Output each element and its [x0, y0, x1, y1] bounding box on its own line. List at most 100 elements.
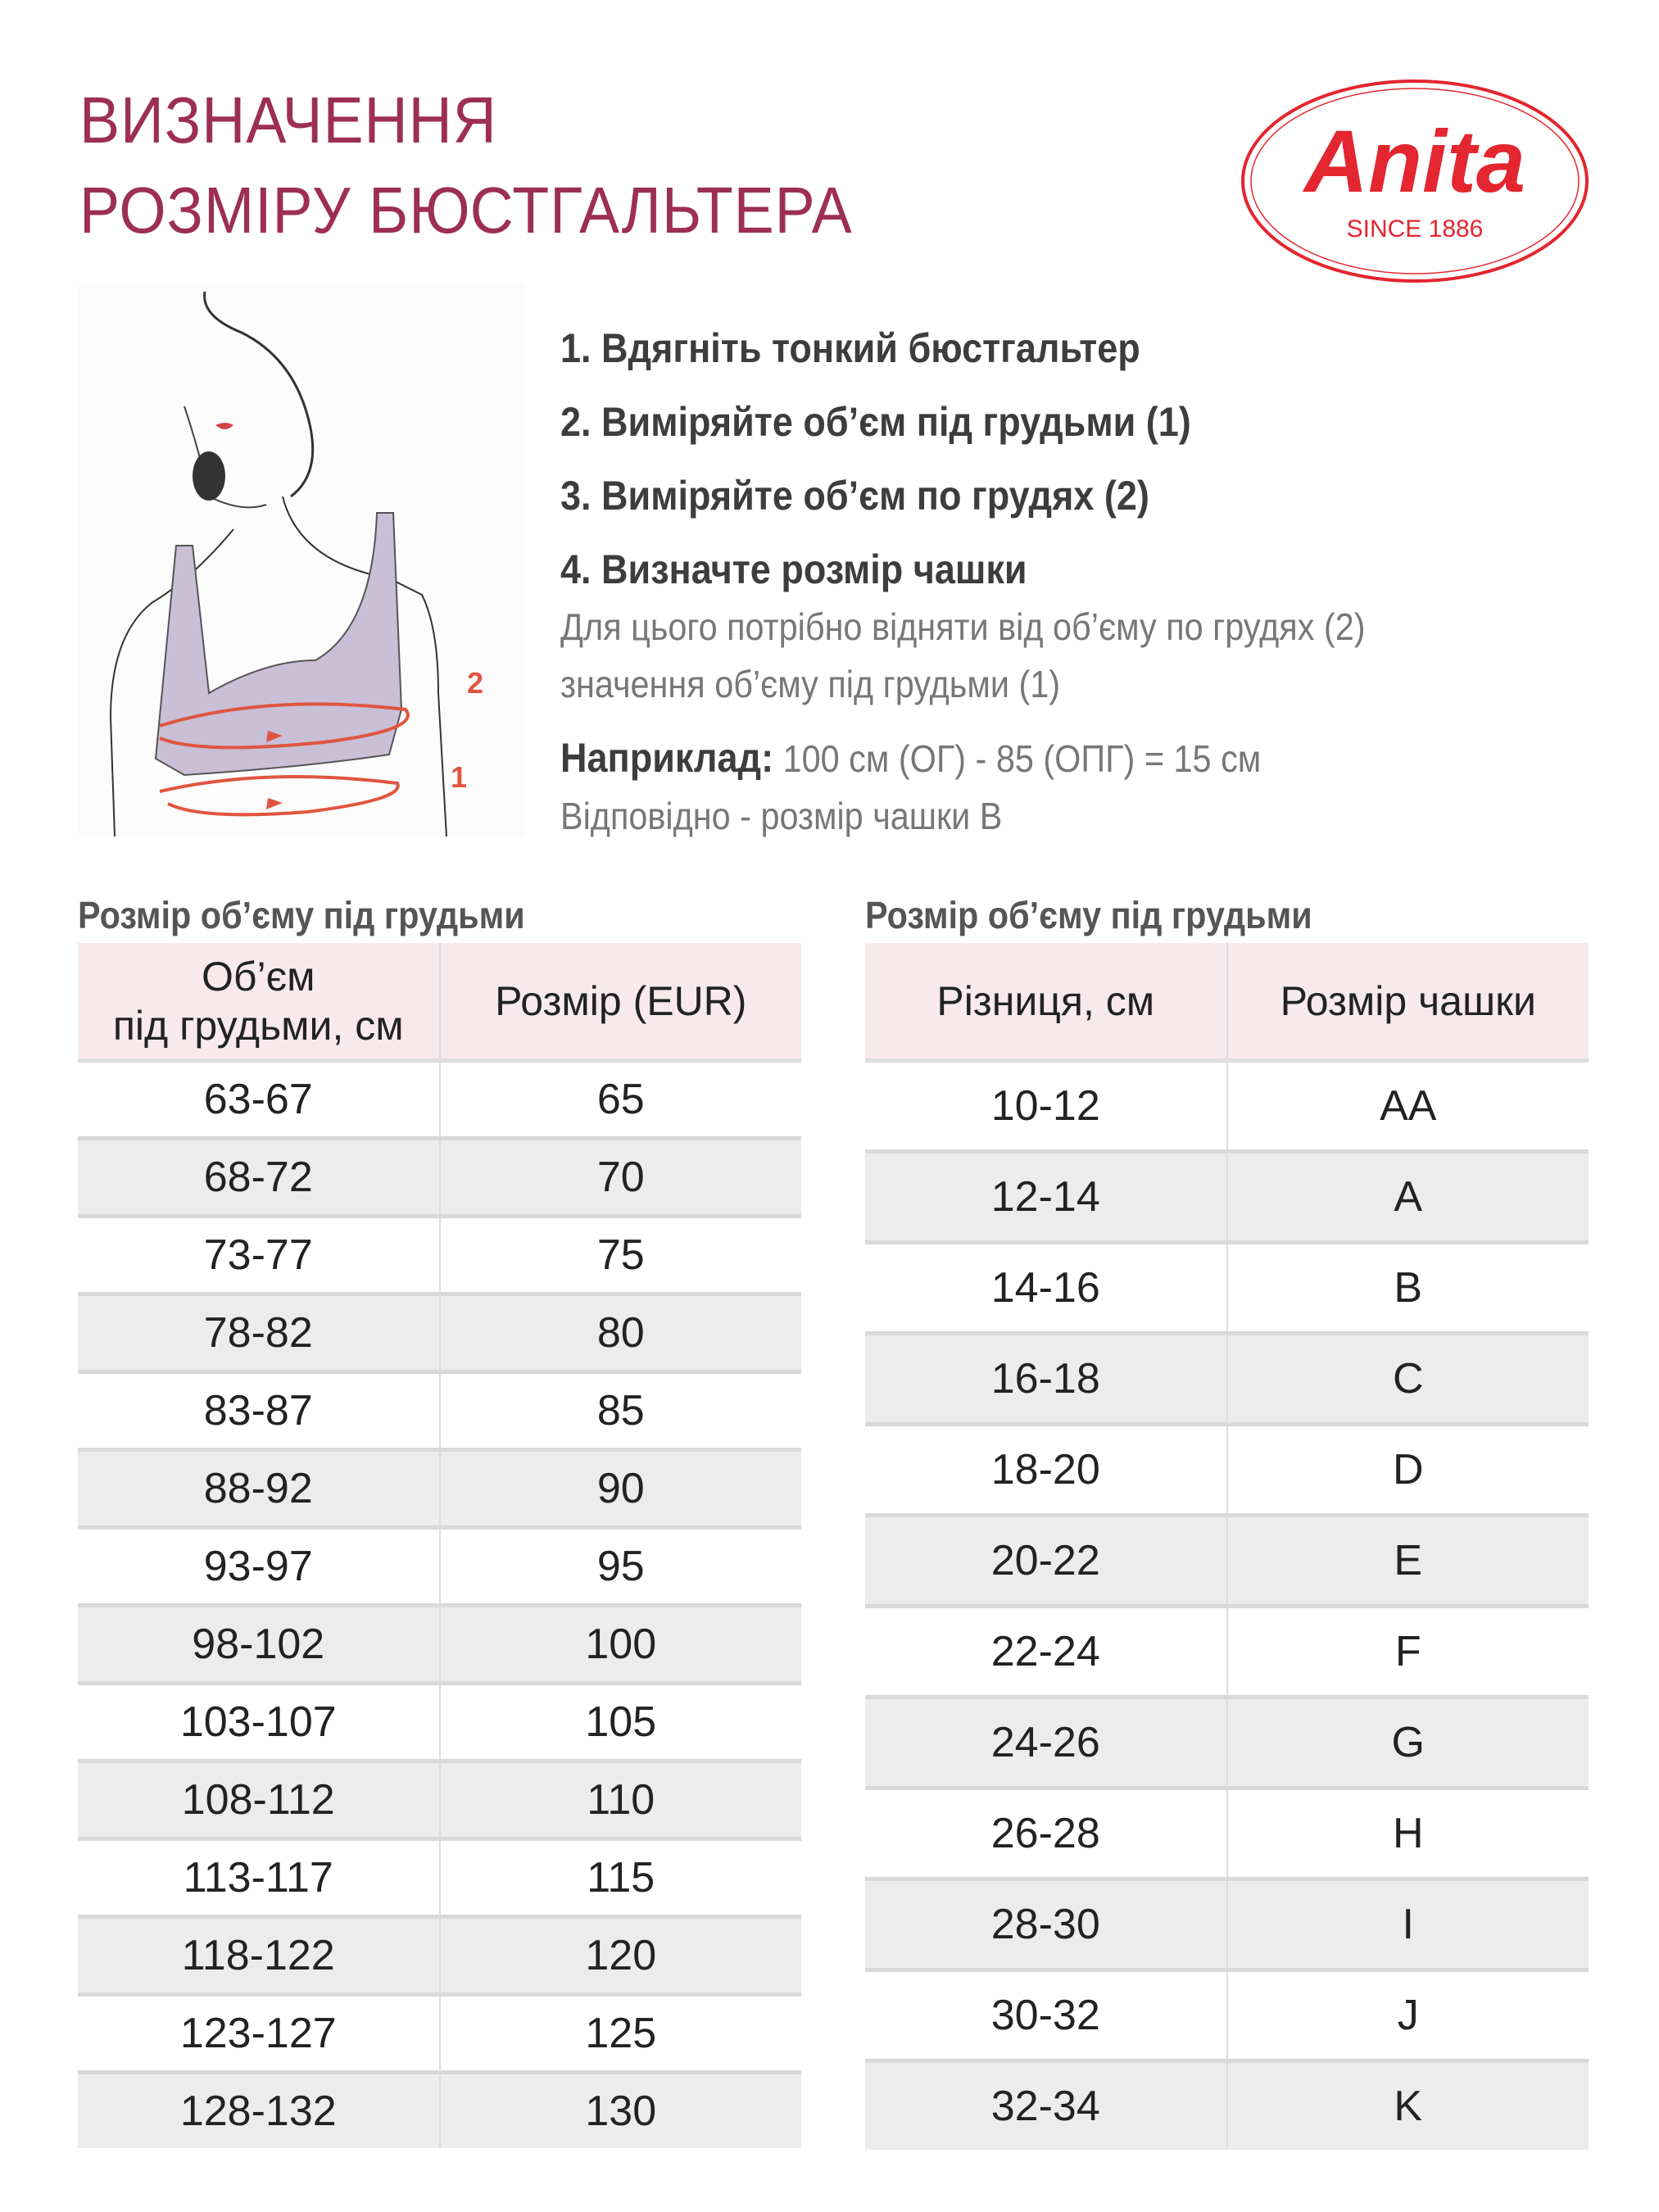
lips-icon	[215, 423, 233, 429]
underbust-arrow-icon	[159, 775, 400, 817]
cell-size: 95	[439, 1525, 801, 1606]
cell-range: 78-82	[78, 1292, 441, 1372]
marker-2: 2	[467, 666, 483, 700]
cell-range: 103-107	[78, 1681, 441, 1761]
bust-arrow-icon	[159, 702, 410, 750]
cell-size: D	[1226, 1422, 1589, 1516]
table-row: 128-132 130	[78, 2070, 801, 2148]
cell-range: 30-32	[865, 1968, 1228, 2061]
cell-range: 26-28	[865, 1786, 1228, 1879]
table-row: 83-87 85	[78, 1370, 801, 1450]
step-1: 1. Вдягніть тонкий бюстгальтер	[560, 325, 1140, 371]
band-header-size: Розмір (EUR)	[439, 943, 801, 1063]
anita-logo: Anita SINCE 1886	[1241, 79, 1589, 283]
step-2: 2. Виміряйте об’єм під грудьми (1)	[560, 399, 1191, 445]
table-row: 93-97 95	[78, 1525, 801, 1606]
cell-range: 68-72	[78, 1136, 441, 1217]
cell-size: K	[1226, 2059, 1589, 2150]
page-title: ВИЗНАЧЕННЯ РОЗМІРУ БЮСТГАЛЬТЕРА	[79, 75, 853, 256]
table-row: 78-82 80	[78, 1292, 801, 1372]
cell-size: I	[1226, 1877, 1589, 1970]
band-header-measure: Об’єм під грудьми, см	[78, 943, 441, 1063]
step-3: 3. Виміряйте об’єм по грудях (2)	[560, 473, 1149, 519]
table-row: 10-12 AA	[865, 1058, 1589, 1152]
cup-header-difference: Різниця, см	[865, 943, 1228, 1063]
cell-range: 113-117	[78, 1837, 441, 1917]
cell-size: 110	[439, 1759, 801, 1839]
title-line-2: РОЗМІРУ БЮСТГАЛЬТЕРА	[79, 174, 853, 247]
cell-range: 24-26	[865, 1695, 1228, 1788]
table-row: 98-102 100	[78, 1603, 801, 1684]
table-row: 103-107 105	[78, 1681, 801, 1761]
table-row: 26-28 H	[865, 1786, 1589, 1879]
table-row: 28-30 I	[865, 1877, 1589, 1970]
cell-range: 10-12	[865, 1058, 1228, 1152]
cell-range: 93-97	[78, 1525, 441, 1606]
cup-header-cup: Розмір чашки	[1226, 943, 1589, 1063]
table-row: 108-112 110	[78, 1759, 801, 1839]
cell-range: 18-20	[865, 1422, 1228, 1516]
logo-since: SINCE 1886	[1347, 215, 1484, 243]
cell-size: G	[1226, 1695, 1589, 1788]
cell-size: 85	[439, 1370, 801, 1450]
marker-1: 1	[451, 760, 467, 794]
step-4: 4. Визначте розмір чашки	[560, 546, 1027, 592]
cell-range: 83-87	[78, 1370, 441, 1450]
table-row: 14-16 B	[865, 1240, 1589, 1334]
table-row: 16-18 C	[865, 1331, 1589, 1425]
band-size-table: Об’єм під грудьми, см Розмір (EUR) 63-67 6…	[78, 943, 801, 2148]
table-row: 118-122 120	[78, 1915, 801, 1995]
cell-size: C	[1226, 1331, 1589, 1425]
table-row: 73-77 75	[78, 1214, 801, 1294]
table-row: 32-34 K	[865, 2059, 1589, 2150]
cell-range: 108-112	[78, 1759, 441, 1839]
cell-range: 32-34	[865, 2059, 1228, 2150]
logo-brand: Anita	[1302, 111, 1525, 211]
cell-size: H	[1226, 1786, 1589, 1879]
cell-size: AA	[1226, 1058, 1589, 1152]
cell-range: 128-132	[78, 2070, 441, 2148]
band-table-title: Розмір об’єму під грудьми	[78, 894, 525, 936]
instructions: 1. Вдягніть тонкий бюстгальтер 2. Виміря…	[560, 320, 1625, 845]
table-row: 30-32 J	[865, 1968, 1589, 2061]
cell-range: 28-30	[865, 1877, 1228, 1970]
cell-range: 14-16	[865, 1240, 1228, 1334]
cell-size: 130	[439, 2070, 801, 2148]
cell-size: 105	[439, 1681, 801, 1761]
cell-range: 88-92	[78, 1448, 441, 1528]
table-row: 88-92 90	[78, 1448, 801, 1528]
cell-size: 125	[439, 1992, 801, 2073]
cell-size: J	[1226, 1968, 1589, 2061]
example-value: 100 см (ОГ) - 85 (ОПГ) = 15 см	[782, 737, 1262, 780]
table-row: 20-22 E	[865, 1513, 1589, 1607]
table-row: 63-67 65	[78, 1058, 801, 1139]
example-result: Відповідно - розмір чашки В	[560, 795, 1003, 837]
cell-size: 65	[439, 1058, 801, 1139]
cell-size: E	[1226, 1513, 1589, 1607]
cell-size: A	[1226, 1149, 1589, 1243]
hair-bun-icon	[193, 451, 225, 501]
cell-range: 16-18	[865, 1331, 1228, 1425]
note-line-1: Для цього потрібно відняти від об’єму по…	[560, 605, 1366, 648]
cell-range: 73-77	[78, 1214, 441, 1294]
cell-size: B	[1226, 1240, 1589, 1334]
cell-size: 90	[439, 1448, 801, 1528]
cell-range: 98-102	[78, 1603, 441, 1684]
note-line-2: значення об’єму під грудьми (1)	[560, 663, 1061, 705]
example-label: Наприклад:	[560, 735, 774, 781]
cell-size: 80	[439, 1292, 801, 1372]
table-row: 24-26 G	[865, 1695, 1589, 1788]
table-row: 68-72 70	[78, 1136, 801, 1217]
cell-range: 63-67	[78, 1058, 441, 1139]
table-row: 18-20 D	[865, 1422, 1589, 1516]
cup-table-title: Розмір об’єму під грудьми	[865, 894, 1312, 936]
table-row: 123-127 125	[78, 1992, 801, 2073]
cup-size-table: Різниця, см Розмір чашки 10-12 AA 12-14 A 14…	[865, 943, 1589, 2150]
table-row: 113-117 115	[78, 1837, 801, 1917]
cell-range: 118-122	[78, 1915, 441, 1995]
cell-range: 22-24	[865, 1604, 1228, 1698]
cell-size: 115	[439, 1837, 801, 1917]
example: Наприклад: 100 см (ОГ) - 85 (ОПГ) = 15 с…	[560, 729, 1519, 787]
cell-range: 12-14	[865, 1149, 1228, 1243]
cell-size: 70	[439, 1136, 801, 1217]
